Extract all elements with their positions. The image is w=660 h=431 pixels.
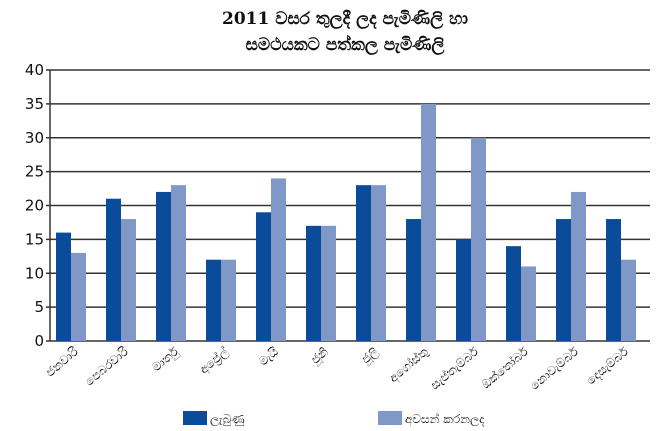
legend-label: ලැබුණු	[210, 412, 245, 427]
x-tick-label: සැප්තැම්බර්	[428, 344, 482, 392]
bar	[506, 246, 521, 341]
y-tick-label: 5	[34, 298, 44, 316]
legend-swatch	[183, 411, 207, 425]
legend-swatch	[378, 411, 402, 425]
bar	[521, 266, 536, 341]
x-tick-label: පෙබරවාරි	[82, 344, 131, 389]
bar	[356, 185, 371, 341]
legend-label: අවසන් කරනලද	[405, 412, 485, 427]
bar	[456, 239, 471, 341]
bar	[571, 191, 586, 341]
bar	[471, 137, 486, 341]
bar	[106, 198, 121, 341]
x-tick-label: ජූලි	[359, 345, 382, 368]
bar	[606, 219, 621, 341]
y-tick-label: 15	[25, 230, 44, 248]
bar	[421, 103, 436, 341]
bar	[171, 185, 186, 341]
bar	[406, 219, 421, 341]
x-tick-label: අගෝස්තු	[386, 344, 432, 386]
bar	[221, 259, 236, 341]
chart-title: සමථයකට පත්කල පැමිණිලි	[246, 34, 445, 56]
bar	[156, 191, 171, 341]
bar	[121, 219, 136, 341]
bar	[71, 252, 86, 341]
bar	[271, 178, 286, 341]
y-tick-label: 0	[34, 332, 44, 350]
x-tick-label: මැයි	[256, 344, 281, 368]
bar	[306, 225, 321, 341]
bar	[56, 232, 71, 341]
y-tick-label: 10	[25, 264, 44, 282]
chart-title: 2011 වසර තුලදී ලද පැමිණිලි හා	[222, 9, 468, 30]
bar	[371, 185, 386, 341]
x-tick-label: දෙසැම්බර්	[584, 344, 632, 387]
bar	[621, 259, 636, 341]
y-tick-label: 40	[25, 61, 44, 79]
x-tick-label: නොවැම්බර්	[527, 344, 581, 393]
y-tick-label: 25	[25, 163, 44, 181]
y-tick-label: 35	[25, 95, 44, 113]
bar	[206, 259, 221, 341]
bar	[321, 225, 336, 341]
x-tick-label: ඔක්තෝබර්	[479, 344, 532, 392]
bar	[256, 212, 271, 341]
bar	[556, 219, 571, 341]
x-tick-label: ජූනි	[308, 344, 331, 367]
y-tick-label: 20	[25, 197, 44, 215]
x-tick-label: ජනවාරි	[43, 344, 81, 379]
y-tick-label: 30	[25, 129, 44, 147]
x-tick-label: අප්‍රේල්	[197, 344, 232, 377]
x-tick-label: මාර්තු	[149, 344, 181, 374]
